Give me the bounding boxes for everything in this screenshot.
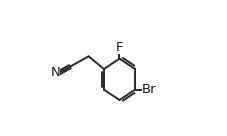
Text: F: F: [116, 41, 123, 54]
Text: Br: Br: [142, 83, 156, 96]
Text: N: N: [50, 67, 60, 80]
